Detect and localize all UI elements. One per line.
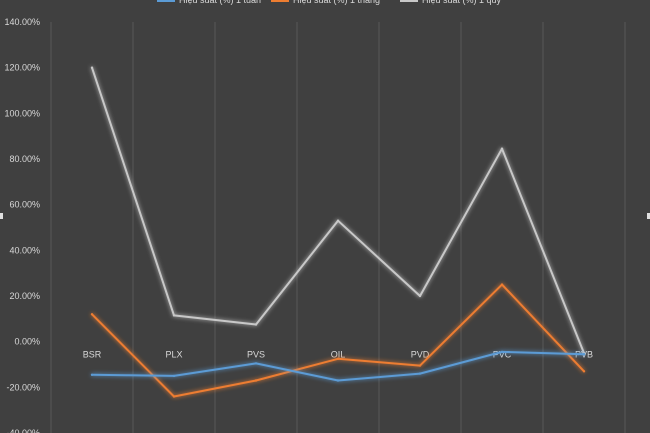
x-category-label: OIL bbox=[331, 350, 346, 360]
legend-label: Hiệu suất (%) 1 tháng bbox=[293, 0, 380, 5]
data-point bbox=[418, 294, 422, 298]
data-point bbox=[336, 357, 340, 360]
data-point bbox=[90, 373, 94, 376]
data-point bbox=[172, 314, 176, 317]
y-tick-label: 120.00% bbox=[4, 63, 40, 73]
x-category-label: BSR bbox=[83, 350, 102, 360]
x-category-label: PVD bbox=[411, 350, 430, 360]
y-tick-label: 40.00% bbox=[9, 245, 40, 255]
legend: Hiệu suất (%) 1 tuần Hiệu suất (%) 1 thán… bbox=[157, 0, 502, 5]
data-point bbox=[254, 323, 258, 326]
y-tick-label: -40.00% bbox=[6, 428, 40, 433]
data-point bbox=[172, 374, 176, 378]
x-category-label: PVC bbox=[493, 350, 512, 360]
right-resize-handle[interactable] bbox=[647, 213, 650, 219]
data-point bbox=[500, 350, 504, 354]
data-point bbox=[500, 283, 504, 286]
data-point bbox=[336, 219, 340, 222]
y-tick-label: 60.00% bbox=[9, 200, 40, 210]
legend-label: Hiệu suất (%) 1 tuần bbox=[179, 0, 261, 5]
data-point bbox=[500, 147, 504, 150]
y-tick-label: -20.00% bbox=[6, 382, 40, 392]
data-point bbox=[336, 379, 340, 382]
y-tick-label: 140.00% bbox=[4, 17, 40, 27]
data-point bbox=[90, 313, 94, 316]
y-tick-label: 0.00% bbox=[14, 337, 40, 347]
y-tick-label: 20.00% bbox=[9, 291, 40, 301]
data-point bbox=[254, 379, 258, 382]
y-tick-label: 80.00% bbox=[9, 154, 40, 164]
legend-label: Hiệu suất (%) 1 quý bbox=[422, 0, 502, 5]
y-axis-ticks: 140.00% 120.00% 100.00% 80.00% 60.00% 40.00% 2… bbox=[4, 17, 40, 433]
data-point bbox=[254, 362, 258, 365]
y-tick-label: 100.00% bbox=[4, 108, 40, 118]
data-point bbox=[582, 353, 586, 356]
x-category-label: PLX bbox=[165, 350, 182, 360]
x-category-label: PVS bbox=[247, 350, 265, 360]
data-point bbox=[418, 364, 422, 367]
gridlines bbox=[50, 22, 626, 433]
data-point bbox=[90, 66, 94, 69]
data-point bbox=[418, 372, 422, 375]
data-point bbox=[582, 370, 586, 373]
data-point bbox=[172, 395, 176, 398]
series-line-2 bbox=[91, 66, 585, 355]
left-resize-handle[interactable] bbox=[0, 213, 3, 219]
series-lines bbox=[90, 66, 586, 398]
